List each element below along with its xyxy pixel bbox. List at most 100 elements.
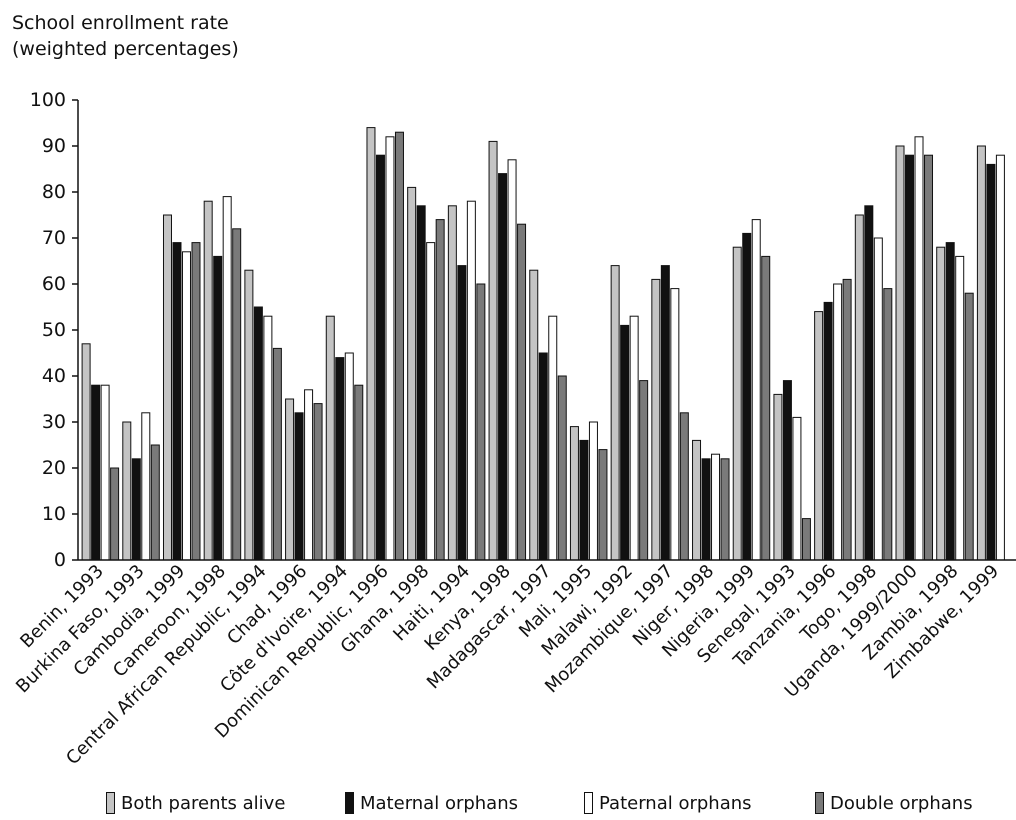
y-axis-title-line-2: (weighted percentages) (12, 38, 239, 60)
bar (864, 205, 874, 561)
bar (385, 136, 395, 561)
bar (986, 163, 996, 561)
bar (833, 283, 843, 561)
bar (394, 131, 404, 561)
bar (924, 154, 934, 561)
bar (742, 232, 752, 561)
bar (181, 251, 191, 561)
bar (761, 255, 771, 561)
y-tick-label: 90 (42, 135, 66, 157)
bar (579, 439, 589, 561)
y-axis: 0 10 20 30 40 50 60 70 80 90 100 (30, 89, 79, 571)
bar (407, 186, 417, 561)
bar (447, 205, 457, 561)
bar (150, 444, 160, 561)
bar (354, 384, 364, 561)
bar (416, 205, 426, 561)
bar (629, 315, 639, 561)
bar (701, 458, 711, 561)
bar (222, 196, 232, 561)
bar (457, 265, 467, 561)
bar (692, 439, 702, 561)
bar (538, 352, 548, 561)
bar (498, 173, 508, 561)
y-tick-label: 60 (42, 273, 66, 295)
bar (191, 242, 201, 561)
legend-swatch-paternal (584, 792, 593, 814)
legend-swatch-both-parents (106, 792, 115, 814)
bar (81, 343, 91, 561)
bar (711, 453, 721, 561)
bar (782, 380, 792, 561)
bar (285, 398, 295, 561)
bar (995, 154, 1005, 561)
bar (854, 214, 864, 561)
y-tick-label: 100 (30, 89, 66, 111)
bar (253, 306, 263, 561)
bar (466, 200, 476, 561)
bar (792, 416, 802, 561)
bar (598, 449, 608, 561)
bar (670, 288, 680, 561)
legend-swatch-maternal (345, 792, 354, 814)
bar (304, 389, 314, 561)
bar (203, 200, 213, 561)
bar (375, 154, 385, 561)
bar (435, 219, 445, 561)
bar (588, 421, 598, 561)
y-axis-title-line-1: School enrollment rate (12, 12, 229, 34)
bar (344, 352, 354, 561)
bar (529, 269, 539, 561)
y-tick-label: 40 (42, 365, 66, 387)
legend-swatch-double (815, 792, 824, 814)
bar (213, 255, 223, 561)
bar (141, 412, 151, 561)
bar (263, 315, 273, 561)
bar (232, 228, 242, 561)
bar (660, 265, 670, 561)
bar (936, 246, 946, 561)
bar (679, 412, 689, 561)
bar (325, 315, 335, 561)
bar (548, 315, 558, 561)
y-tick-label: 30 (42, 411, 66, 433)
bar (131, 458, 141, 561)
bar (272, 347, 282, 561)
bar (426, 242, 436, 561)
legend-label-both-parents: Both parents alive (121, 792, 286, 814)
bar (883, 288, 893, 561)
y-tick-label: 20 (42, 457, 66, 479)
bar (557, 375, 567, 561)
bar (976, 145, 986, 561)
bar (873, 237, 883, 561)
bar (335, 357, 345, 561)
bar (476, 283, 486, 561)
bar (569, 426, 579, 561)
bar (100, 384, 110, 561)
bar (620, 324, 630, 561)
bar (842, 278, 852, 561)
bar (905, 154, 915, 561)
legend-label-maternal: Maternal orphans (360, 792, 519, 814)
legend-label-paternal: Paternal orphans (599, 792, 752, 814)
bar (895, 145, 905, 561)
bar (955, 255, 965, 561)
bar (964, 292, 974, 561)
legend-item-paternal: Paternal orphans (584, 788, 752, 818)
bar (610, 265, 620, 561)
y-tick-label: 80 (42, 181, 66, 203)
legend: Both parents alive Maternal orphans Pate… (0, 786, 1016, 820)
y-tick-label: 50 (42, 319, 66, 341)
bar (639, 380, 649, 561)
bar (814, 311, 824, 561)
bar (751, 219, 761, 561)
y-tick-label: 0 (54, 549, 66, 571)
legend-item-both-parents: Both parents alive (106, 788, 285, 818)
bar (172, 242, 182, 561)
bar (801, 518, 811, 561)
bar (720, 458, 730, 561)
y-tick-label: 70 (42, 227, 66, 249)
bar (122, 421, 132, 561)
legend-item-maternal: Maternal orphans (345, 788, 518, 818)
